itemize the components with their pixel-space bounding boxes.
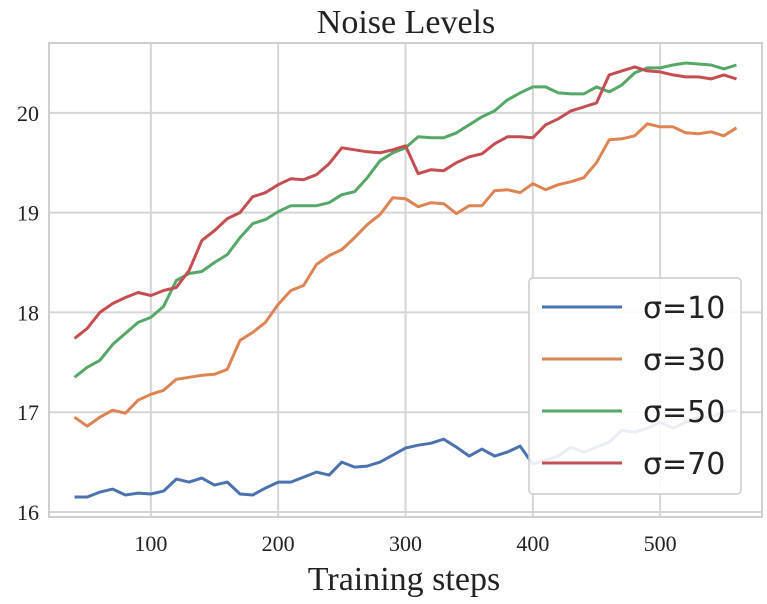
y-tick-label: 20 [17, 101, 39, 126]
legend-label: σ=10 [643, 291, 725, 326]
legend-label: σ=50 [643, 395, 725, 430]
series-line [73, 65, 737, 340]
y-tick-label: 17 [17, 400, 39, 425]
series-line [73, 122, 738, 428]
plot-frame [48, 42, 763, 518]
y-tick-label: 19 [17, 201, 39, 226]
x-axis-label: Training steps [308, 561, 500, 598]
y-tick-label: 16 [17, 500, 39, 525]
series-lines [73, 61, 738, 499]
x-tick-label: 400 [516, 531, 549, 556]
legend: σ=10 σ=30 σ=50 σ=70 [528, 277, 742, 495]
x-tick-label: 100 [134, 531, 167, 556]
legend-label: σ=70 [643, 447, 725, 482]
chart-title: Noise Levels [317, 4, 495, 41]
x-tick-label: 200 [262, 531, 295, 556]
x-tick-label: 300 [389, 531, 422, 556]
legend-box [528, 277, 742, 495]
legend-label: σ=30 [643, 343, 725, 378]
tick-labels: 100 200 300 400 500 16 17 18 19 20 [17, 101, 677, 556]
y-tick-label: 18 [17, 300, 39, 325]
x-tick-label: 500 [644, 531, 677, 556]
